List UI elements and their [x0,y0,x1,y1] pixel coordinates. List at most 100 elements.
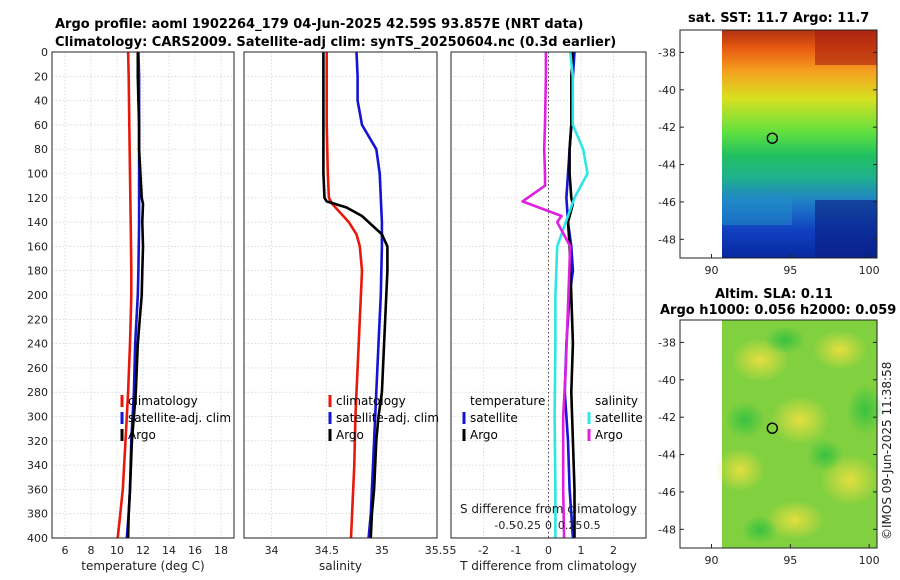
y-tick-label: 200 [27,289,48,302]
x-tick-label: 12 [136,544,150,557]
x-axis-label: T difference from climatology [459,559,637,573]
top-tick-label: -0.5 [494,519,515,532]
x-tick-label: 90 [705,554,719,567]
legend-entry: Argo [595,428,623,442]
legend-entry: satellite [595,411,643,425]
series-line [325,52,364,539]
x-tick-label: 6 [62,544,69,557]
y-tick-label: 180 [27,265,48,278]
sst-feature [722,195,792,225]
x-tick-label: 14 [162,544,176,557]
y-tick-label: 220 [27,313,48,326]
sst-feature [815,30,877,65]
top-tick-label: 0.25 [558,519,583,532]
sla-map-subtitle: Argo h1000: 0.056 h2000: 0.059 [660,303,896,318]
y-tick-label: -38 [658,336,676,349]
sla-feature [770,395,830,445]
series-line [355,51,384,539]
timestamp: ©IMOS 09-Jun-2025 11:38:58 [880,362,894,540]
legend-heading: salinity [595,394,638,408]
argo-location-marker [766,422,779,434]
y-tick-label: 280 [27,386,48,399]
x-tick-label: 100 [859,554,880,567]
y-tick-label: 100 [27,168,48,181]
legend-entry: Argo [128,428,156,442]
y-tick-label: -44 [658,159,676,172]
series-line [553,51,589,538]
map-box [679,29,878,259]
y-tick-label: -42 [658,121,676,134]
temperature-profile-panel: 6 8 10 12 14 16 18 temperature (deg C) 0 20 40 60 80… [27,46,235,573]
salinity-profile-panel: 34 34.5 35 35.5 salinity climatology satellite… [243,51,449,573]
x-tick-label: 95 [783,264,797,277]
map-box [679,319,878,549]
y-tick-label: 140 [27,216,48,229]
legend-entry: Argo [336,428,364,442]
y-tick-label: 360 [27,483,48,496]
difference-profile-panel: -2 -1 0 1 2 5T difference from climatology S d… [450,51,647,573]
sst-map [722,30,877,258]
argo-location-marker [766,132,779,144]
x-tick-label: 5 [450,544,457,557]
y-tick-label: 340 [27,459,48,472]
sst-feature [815,200,877,258]
y-tick-label: 20 [34,70,48,83]
top-tick-label: 0 [545,519,552,532]
legend-entry: satellite-adj. clim [336,411,439,425]
y-tick-label: 40 [34,95,48,108]
y-tick-label: -40 [658,84,676,97]
sst-map-title: sat. SST: 11.7 Argo: 11.7 [688,11,869,26]
series-line [521,52,572,539]
x-tick-label: 16 [188,544,202,557]
y-tick-label: 300 [27,411,48,424]
top-tick-label: 0.5 [583,519,601,532]
sla-map-title: Altim. SLA: 0.11 [715,287,833,302]
x-tick-label: 18 [214,544,228,557]
x-tick-label: -1 [511,544,522,557]
y-tick-label: -42 [658,411,676,424]
y-tick-label: 400 [27,532,48,545]
y-tick-label: 80 [34,143,48,156]
y-tick-label: 320 [27,435,48,448]
x-tick-label: 35 [375,544,389,557]
x-tick-label: 34.5 [314,544,339,557]
y-tick-label: 120 [27,192,48,205]
y-tick-label: -38 [658,46,676,59]
series-line [566,51,576,538]
sla-feature [765,500,825,540]
x-tick-label: 0 [545,544,552,557]
sla-feature [807,439,843,471]
x-tick-label: 2 [610,544,617,557]
legend-entry: climatology [128,394,198,408]
y-tick-label: 240 [27,338,48,351]
legend-entry: climatology [336,394,406,408]
sla-feature [715,448,765,492]
x-tick-label: 10 [110,544,124,557]
x-tick-label: 8 [88,544,95,557]
legend-entry: satellite [470,411,518,425]
x-tick-label: 90 [705,264,719,277]
axes-box [243,51,438,539]
series-line [322,52,389,539]
x-axis-label: temperature (deg C) [81,559,204,573]
y-tick-label: -46 [658,486,676,499]
y-tick-label: 0 [41,46,48,59]
x-axis-label: salinity [319,559,362,573]
y-tick-label: 60 [34,119,48,132]
top-tick-label: -0.25 [513,519,541,532]
sla-map-axes: -48 -46 -44 -42 -40 -38 90 95 100 [658,319,880,567]
axes-box [450,51,647,539]
legend-heading: temperature [470,394,545,408]
series-line [116,51,133,539]
figure-title-line1: Argo profile: aoml 1902264_179 04-Jun-20… [55,17,583,32]
figure-title-line2: Climatology: CARS2009. Satellite-adj cli… [55,35,616,50]
sla-feature [847,385,883,435]
y-tick-label: -44 [658,449,676,462]
y-tick-label: 160 [27,240,48,253]
sla-feature [725,402,765,438]
x-tick-label: 34 [265,544,279,557]
legend-entry: Argo [470,428,498,442]
sla-feature [765,326,805,354]
x-tick-label: -2 [478,544,489,557]
